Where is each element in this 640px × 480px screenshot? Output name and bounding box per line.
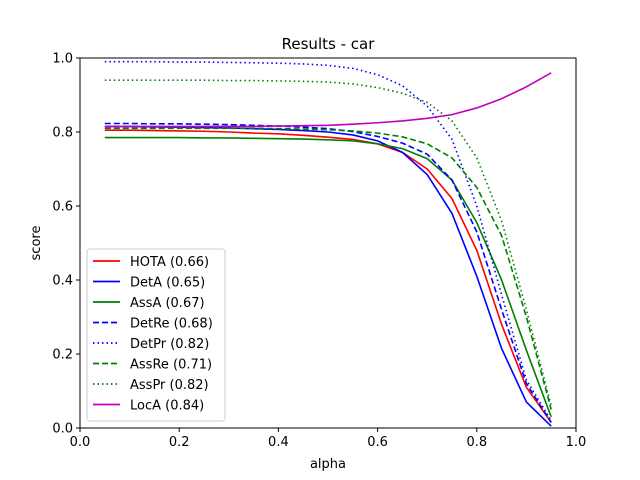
legend: HOTA (0.66) DetA (0.65) AssA (0.67) DetRe (… bbox=[86, 248, 226, 422]
chart-title: Results - car bbox=[282, 35, 376, 53]
series-line-hota bbox=[104, 129, 552, 423]
legend-label: HOTA (0.66) bbox=[130, 255, 209, 270]
legend-label: AssPr (0.82) bbox=[130, 378, 209, 393]
series-line-assa bbox=[104, 136, 552, 418]
legend-label: AssRe (0.71) bbox=[130, 358, 212, 373]
legend-label: DetA (0.65) bbox=[130, 276, 205, 291]
x-tick-label: 0.2 bbox=[169, 435, 190, 450]
legend-box bbox=[86, 248, 226, 422]
x-axis: 0.0 0.2 0.4 0.6 0.8 1.0 bbox=[70, 428, 587, 450]
y-axis-label: score bbox=[29, 226, 44, 261]
y-tick-label: 0.0 bbox=[52, 422, 73, 437]
x-tick-label: 0.4 bbox=[268, 435, 289, 450]
x-tick-label: 1.0 bbox=[566, 435, 587, 450]
y-tick-label: 1.0 bbox=[52, 52, 73, 67]
plot-frame bbox=[79, 57, 577, 429]
x-tick-label: 0.6 bbox=[367, 435, 388, 450]
series-line-assre bbox=[104, 127, 552, 410]
y-tick-label: 0.6 bbox=[52, 200, 73, 215]
series-line-asspr bbox=[104, 79, 552, 406]
x-tick-label: 0.0 bbox=[70, 435, 91, 450]
y-tick-label: 0.4 bbox=[52, 274, 73, 289]
legend-label: DetRe (0.68) bbox=[130, 317, 213, 332]
y-tick-label: 0.8 bbox=[52, 126, 73, 141]
series-line-detre bbox=[104, 122, 552, 423]
y-axis: 0.0 0.2 0.4 0.6 0.8 1.0 bbox=[52, 52, 80, 437]
legend-label: DetPr (0.82) bbox=[130, 337, 209, 352]
x-tick-label: 0.8 bbox=[466, 435, 487, 450]
x-axis-label: alpha bbox=[310, 457, 346, 472]
series-line-detpr bbox=[104, 60, 552, 422]
plot-lines bbox=[104, 60, 552, 427]
y-tick-label: 0.2 bbox=[52, 348, 73, 363]
legend-label: AssA (0.67) bbox=[130, 296, 205, 311]
series-line-loca bbox=[104, 72, 552, 128]
legend-label: LocA (0.84) bbox=[130, 399, 204, 414]
